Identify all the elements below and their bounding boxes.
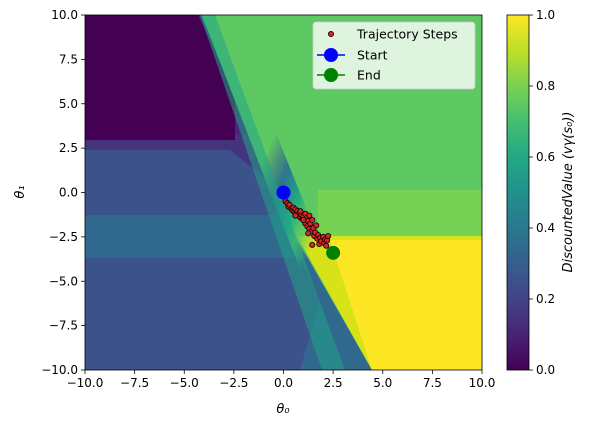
x-tick-label: 7.5 bbox=[423, 376, 442, 390]
colorbar-tick-label: 0.6 bbox=[536, 150, 555, 164]
legend-end-marker bbox=[324, 68, 338, 82]
legend-trajectory-label: Trajectory Steps bbox=[356, 27, 458, 42]
trajectory-steps-point bbox=[309, 217, 316, 224]
legend-trajectory-marker bbox=[327, 30, 334, 37]
y-tick-label: 7.5 bbox=[59, 52, 78, 66]
x-tick-label: −5.0 bbox=[170, 376, 199, 390]
y-tick-label: 0.0 bbox=[59, 186, 78, 200]
legend-box bbox=[312, 21, 476, 90]
x-tick-label: 2.5 bbox=[324, 376, 343, 390]
end-marker bbox=[326, 245, 341, 260]
x-tick-label: −2.5 bbox=[219, 376, 248, 390]
start-marker bbox=[276, 185, 291, 200]
y-tick-label: 5.0 bbox=[59, 97, 78, 111]
trajectory-steps-point bbox=[305, 230, 312, 237]
legend-end-label: End bbox=[357, 68, 381, 83]
trajectory-steps-point bbox=[313, 222, 320, 229]
trajectory-layer bbox=[276, 185, 341, 260]
trajectory-steps-point bbox=[323, 242, 330, 249]
x-axis-ticks: −10.0 −7.5 −5.0 −2.5 0.0 2.5 5.0 7.5 10.0 bbox=[67, 370, 496, 390]
trajectory-steps-point bbox=[325, 232, 332, 239]
y-tick-label: −2.5 bbox=[49, 230, 78, 244]
colorbar-tick-label: 0.2 bbox=[536, 292, 555, 306]
x-axis-label: θ₀ bbox=[276, 402, 290, 417]
colorbar-tick-label: 0.8 bbox=[536, 79, 555, 93]
x-tick-label: −10.0 bbox=[67, 376, 104, 390]
x-tick-label: 10.0 bbox=[469, 376, 496, 390]
trajectory-steps-point bbox=[297, 208, 304, 215]
y-axis-label: θ₁ bbox=[13, 185, 28, 198]
legend-start-marker bbox=[324, 48, 338, 62]
trajectory-steps-point bbox=[300, 217, 307, 224]
x-tick-label: −7.5 bbox=[120, 376, 149, 390]
y-tick-label: 10.0 bbox=[51, 8, 78, 22]
trajectory-steps-point bbox=[309, 241, 316, 248]
legend-start-label: Start bbox=[357, 48, 388, 63]
y-tick-label: −10.0 bbox=[41, 363, 78, 377]
colorbar-ticks: 0.0 0.2 0.4 0.6 0.8 1.0 bbox=[529, 8, 555, 377]
trajectory-steps-point bbox=[292, 212, 299, 219]
colorbar-tick-label: 1.0 bbox=[536, 8, 555, 22]
y-tick-label: 2.5 bbox=[59, 141, 78, 155]
trajectory-steps-point bbox=[306, 212, 313, 219]
colorbar-tick-label: 0.4 bbox=[536, 221, 555, 235]
legend: Trajectory Steps Start End bbox=[312, 21, 476, 90]
colorbar-tick-label: 0.0 bbox=[536, 363, 555, 377]
y-tick-label: −5.0 bbox=[49, 274, 78, 288]
colorbar-label: DiscountedValue (vγ(s₀)) bbox=[561, 112, 576, 273]
x-tick-label: 5.0 bbox=[373, 376, 392, 390]
y-axis-ticks: 10.0 7.5 5.0 2.5 0.0 −2.5 −5.0 −7.5 −10.0 bbox=[41, 8, 85, 377]
y-tick-label: −7.5 bbox=[49, 319, 78, 333]
colorbar bbox=[506, 14, 530, 371]
x-tick-label: 0.0 bbox=[274, 376, 293, 390]
